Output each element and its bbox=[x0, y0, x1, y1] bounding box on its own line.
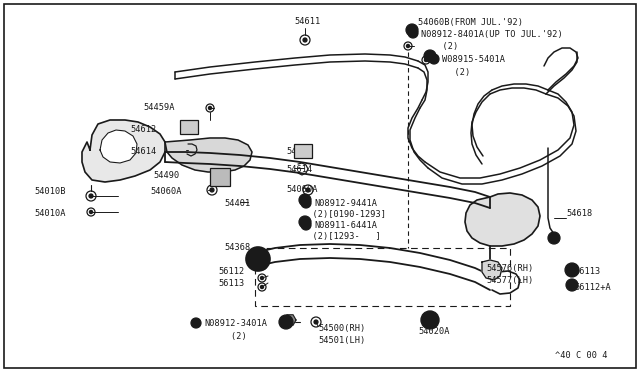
Text: 54060A: 54060A bbox=[150, 187, 182, 196]
Polygon shape bbox=[465, 193, 540, 246]
Bar bbox=[210, 168, 230, 186]
Circle shape bbox=[301, 220, 311, 230]
Text: 56113: 56113 bbox=[574, 266, 600, 276]
Circle shape bbox=[565, 263, 579, 277]
Text: 54010A: 54010A bbox=[34, 209, 65, 218]
Text: N08911-6441A: N08911-6441A bbox=[314, 221, 377, 231]
Text: (2)[0190-1293]: (2)[0190-1293] bbox=[302, 211, 386, 219]
Circle shape bbox=[191, 318, 201, 328]
Circle shape bbox=[90, 211, 93, 214]
Text: ^40 C 00 4: ^40 C 00 4 bbox=[555, 352, 607, 360]
Text: N08912-8401A(UP TO JUL.'92): N08912-8401A(UP TO JUL.'92) bbox=[421, 29, 563, 38]
Circle shape bbox=[429, 54, 439, 64]
Text: 54618: 54618 bbox=[566, 209, 592, 218]
Text: 56113: 56113 bbox=[218, 279, 244, 289]
Text: 54612: 54612 bbox=[286, 148, 312, 157]
Polygon shape bbox=[165, 138, 252, 172]
Text: W: W bbox=[430, 55, 438, 64]
Circle shape bbox=[406, 24, 418, 36]
Circle shape bbox=[260, 263, 264, 267]
Text: 56112+A: 56112+A bbox=[574, 283, 611, 292]
Circle shape bbox=[301, 198, 311, 208]
Polygon shape bbox=[482, 260, 502, 280]
Circle shape bbox=[279, 315, 293, 329]
Text: N: N bbox=[303, 221, 309, 230]
Text: N: N bbox=[410, 29, 416, 38]
Bar bbox=[294, 144, 312, 158]
Bar bbox=[255, 248, 510, 306]
Text: N: N bbox=[303, 199, 309, 208]
Circle shape bbox=[209, 106, 212, 110]
Circle shape bbox=[306, 188, 310, 192]
Circle shape bbox=[408, 28, 418, 38]
Text: 54614: 54614 bbox=[286, 166, 312, 174]
Polygon shape bbox=[100, 130, 137, 163]
Polygon shape bbox=[82, 120, 165, 182]
Text: W: W bbox=[426, 51, 434, 61]
Circle shape bbox=[299, 194, 311, 206]
Text: 54401: 54401 bbox=[224, 199, 250, 208]
Text: W08915-5401A: W08915-5401A bbox=[442, 55, 505, 64]
Text: 54612: 54612 bbox=[130, 125, 156, 135]
Text: 54459A: 54459A bbox=[143, 103, 175, 112]
Text: N: N bbox=[301, 218, 308, 227]
Text: N: N bbox=[301, 196, 308, 205]
Circle shape bbox=[426, 316, 434, 324]
Text: 54614: 54614 bbox=[130, 148, 156, 157]
Text: 54060A: 54060A bbox=[286, 186, 317, 195]
Text: 54576(RH): 54576(RH) bbox=[486, 263, 533, 273]
Circle shape bbox=[424, 50, 436, 62]
Text: 56112: 56112 bbox=[218, 267, 244, 276]
Text: 54020A: 54020A bbox=[418, 327, 449, 337]
Text: N: N bbox=[193, 318, 199, 327]
Circle shape bbox=[260, 276, 264, 280]
Text: 54010B: 54010B bbox=[34, 187, 65, 196]
Circle shape bbox=[299, 216, 311, 228]
Text: N: N bbox=[283, 317, 289, 327]
Text: 54501(LH): 54501(LH) bbox=[318, 336, 365, 344]
Text: 54490: 54490 bbox=[153, 171, 179, 180]
Text: (2)[1293-   ]: (2)[1293- ] bbox=[302, 232, 381, 241]
Text: (2): (2) bbox=[444, 67, 470, 77]
Text: N08912-3401A: N08912-3401A bbox=[204, 320, 267, 328]
Circle shape bbox=[548, 232, 560, 244]
Circle shape bbox=[424, 58, 428, 62]
Text: 54368: 54368 bbox=[224, 244, 250, 253]
Circle shape bbox=[314, 320, 318, 324]
Circle shape bbox=[260, 285, 264, 289]
Text: 54611: 54611 bbox=[294, 17, 320, 26]
Circle shape bbox=[406, 44, 410, 48]
Circle shape bbox=[89, 194, 93, 198]
Text: 54577(LH): 54577(LH) bbox=[486, 276, 533, 285]
Circle shape bbox=[566, 279, 578, 291]
Circle shape bbox=[421, 311, 439, 329]
Text: 54060B(FROM JUL.'92): 54060B(FROM JUL.'92) bbox=[418, 17, 523, 26]
Circle shape bbox=[210, 188, 214, 192]
Text: (2): (2) bbox=[210, 331, 247, 340]
Text: 54500(RH): 54500(RH) bbox=[318, 324, 365, 333]
Text: (2): (2) bbox=[432, 42, 458, 51]
Text: N08912-9441A: N08912-9441A bbox=[314, 199, 377, 208]
Circle shape bbox=[246, 247, 270, 271]
Text: N: N bbox=[409, 26, 415, 35]
Bar bbox=[180, 120, 198, 134]
Polygon shape bbox=[284, 315, 296, 325]
Circle shape bbox=[303, 38, 307, 42]
